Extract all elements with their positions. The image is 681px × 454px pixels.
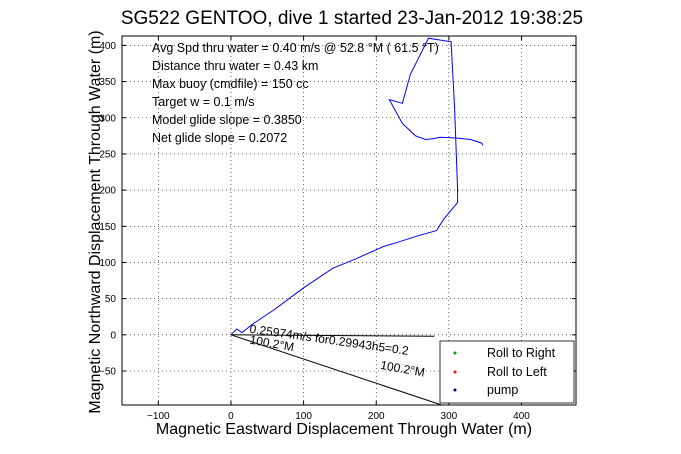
series-group [230, 37, 484, 405]
y-tick-label: 150 [99, 222, 116, 233]
tick-labels: −100 0 100 200 300 400 −50 0 50 100 150 200 250 300 35… [99, 36, 576, 422]
y-tick-label: −50 [99, 366, 116, 377]
annotation-avg-speed: Avg Spd thru water = 0.40 m/s @ 52.8 °M … [152, 41, 439, 55]
series-line-0 [230, 37, 484, 336]
legend-marker-pump [453, 388, 457, 392]
annotation-block: Avg Spd thru water = 0.40 m/s @ 52.8 °M … [152, 41, 439, 145]
plot-frame [121, 35, 577, 406]
annotation-net-glide: Net glide slope = 0.2072 [152, 131, 287, 145]
y-axis-label: Magnetic Northward Displacement Through … [87, 30, 104, 413]
y-tick-label: 100 [99, 258, 116, 269]
y-tick-label: 400 [99, 41, 116, 52]
legend: Roll to Right Roll to Left pump [439, 340, 575, 404]
y-tick-label: 300 [99, 113, 116, 124]
legend-marker-roll-right [453, 351, 457, 355]
x-tick-label: 100 [295, 411, 312, 422]
y-tick-label: 50 [105, 294, 117, 305]
x-tick-label: 400 [513, 411, 530, 422]
slant-labels: 0.25974m/s for0.29943h5=0.2100.2°M100.2°… [249, 322, 426, 380]
legend-label-pump: pump [487, 383, 518, 397]
x-tick-label: 0 [228, 411, 234, 422]
annotation-distance: Distance thru water = 0.43 km [152, 59, 318, 73]
grid-lines [122, 36, 576, 405]
legend-label-roll-right: Roll to Right [487, 346, 556, 360]
annotation-model-glide: Model glide slope = 0.3850 [152, 113, 302, 127]
series-line-2 [230, 334, 442, 405]
legend-label-roll-left: Roll to Left [487, 365, 547, 379]
series-line-1 [230, 334, 435, 337]
annotation-max-buoy: Max buoy (cmdfile) = 150 cc [152, 77, 309, 91]
x-axis-label: Magnetic Eastward Displacement Through W… [156, 421, 532, 438]
x-tick-label: −100 [147, 411, 170, 422]
y-tick-label: 0 [110, 330, 116, 341]
x-tick-label: 200 [368, 411, 385, 422]
y-tick-label: 350 [99, 77, 116, 88]
chart-title: SG522 GENTOO, dive 1 started 23-Jan-2012… [121, 8, 583, 29]
annotation-target-w: Target w = 0.1 m/s [152, 95, 254, 109]
x-tick-label: 300 [441, 411, 458, 422]
y-tick-label: 200 [99, 186, 116, 197]
legend-marker-roll-left [453, 370, 457, 374]
y-tick-label: 250 [99, 149, 116, 160]
slant-label-2: 100.2°M [379, 358, 426, 380]
legend-box [439, 340, 575, 404]
